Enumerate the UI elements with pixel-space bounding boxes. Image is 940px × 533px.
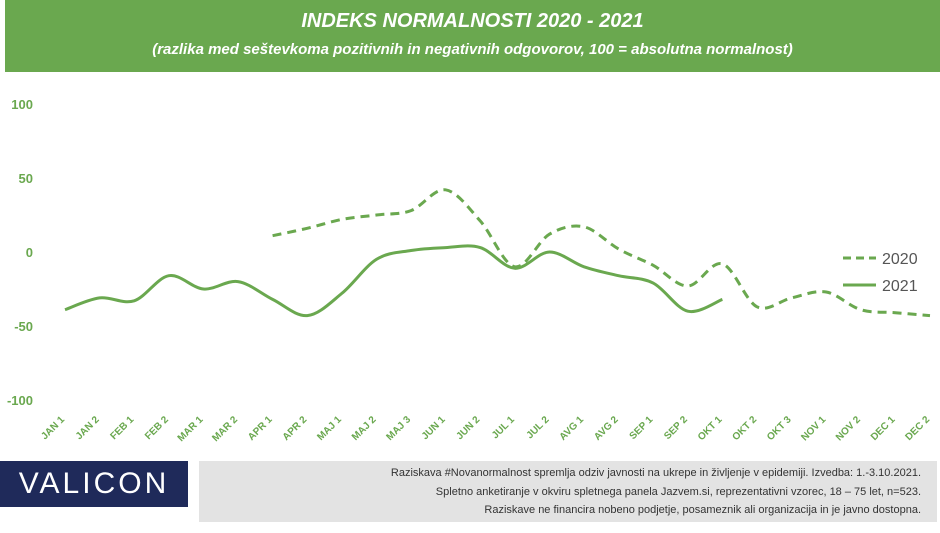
x-tick-label: JUN 2 xyxy=(454,414,482,442)
legend-label: 2021 xyxy=(882,278,918,295)
title-banner: INDEKS NORMALNOSTI 2020 - 2021 (razlika … xyxy=(5,0,940,72)
x-tick-label: JAN 2 xyxy=(74,414,102,442)
x-tick-label: JUL 1 xyxy=(490,414,517,441)
x-tick-label: FEB 2 xyxy=(143,414,171,442)
x-tick-label: DEC 1 xyxy=(869,414,898,443)
x-tick-label: OKT 1 xyxy=(696,414,725,443)
x-tick-label: MAJ 2 xyxy=(350,414,379,443)
footer-line-2: Spletno anketiranje v okviru spletnega p… xyxy=(435,486,921,498)
x-tick-label: OKT 2 xyxy=(731,414,760,443)
x-tick-label: FEB 1 xyxy=(109,414,137,442)
x-tick-label: SEP 2 xyxy=(662,414,690,442)
y-tick-label: 50 xyxy=(19,171,33,186)
x-tick-label: JUL 2 xyxy=(525,414,552,441)
x-tick-label: OKT 3 xyxy=(765,414,794,443)
x-tick-label: NOV 1 xyxy=(799,414,828,443)
series-line-2021 xyxy=(64,244,723,318)
x-tick-label: MAJ 3 xyxy=(385,414,414,443)
x-tick-label: MAJ 1 xyxy=(315,414,344,443)
x-tick-label: AVG 1 xyxy=(558,414,587,443)
x-tick-label: NOV 2 xyxy=(834,414,863,443)
y-tick-label: -100 xyxy=(7,393,33,408)
footer-line-1: Raziskava #Novanormalnost spremlja odziv… xyxy=(390,467,921,479)
y-tick-label: -50 xyxy=(14,319,33,334)
x-tick-label: AVG 2 xyxy=(592,414,621,443)
y-tick-label: 0 xyxy=(26,245,33,260)
x-tick-label: APR 2 xyxy=(281,414,310,443)
x-tick-label: SEP 1 xyxy=(628,414,656,442)
series-line-2020 xyxy=(272,188,931,318)
y-tick-label: 100 xyxy=(11,97,33,112)
x-tick-label: MAR 2 xyxy=(210,414,240,444)
chart-title: INDEKS NORMALNOSTI 2020 - 2021 xyxy=(301,10,644,32)
x-tick-label: APR 1 xyxy=(246,414,275,443)
legend-label: 2020 xyxy=(882,251,918,268)
x-tick-label: DEC 2 xyxy=(904,414,933,443)
valicon-logo: VALICON xyxy=(0,461,188,507)
x-tick-label: MAR 1 xyxy=(176,414,206,444)
footer-note: Raziskava #Novanormalnost spremlja odziv… xyxy=(199,461,937,522)
chart-subtitle: (razlika med seštevkoma pozitivnih in ne… xyxy=(152,41,793,58)
x-tick-label: JAN 1 xyxy=(39,414,67,442)
footer-line-3: Raziskave ne financira nobeno podjetje, … xyxy=(484,504,921,516)
x-tick-label: JUN 1 xyxy=(420,414,448,442)
